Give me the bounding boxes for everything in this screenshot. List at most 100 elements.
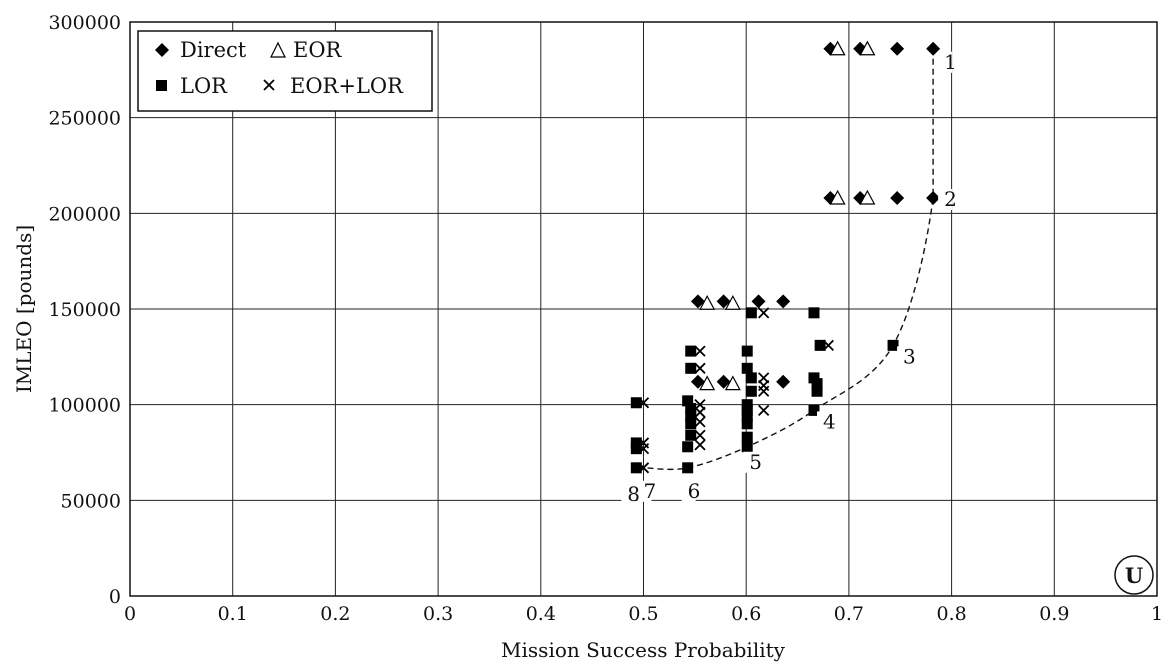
square-point [685,410,697,422]
x-point [822,339,834,351]
square-point [745,385,757,397]
x-tick-label: 0 [124,603,136,625]
pareto-label-bg [816,411,831,433]
triangle-point [829,189,846,205]
y-tick-label: 50000 [61,490,121,512]
pareto-label-7: 7 [644,479,657,503]
x-tick-label: 1 [1151,603,1163,625]
x-point [694,429,706,441]
x-axis-title: Mission Success Probability [501,638,786,662]
pareto-label-bg [743,451,758,473]
pareto-label-bg [621,483,636,505]
diamond-point [776,374,791,389]
pareto-label-bg [637,480,652,502]
y-tick-label: 150000 [48,299,121,321]
square-point [630,462,642,474]
legend-item-lor: LOR [156,74,228,98]
square-point [685,429,697,441]
pareto-label-bg [938,189,953,211]
triangle-point [724,294,741,310]
legend-label-lor: LOR [180,74,228,98]
x-marker-icon [263,79,275,91]
x-point [758,385,770,397]
square-point [682,462,694,474]
triangle-marker-icon [270,41,286,58]
legend-label-eor: EOR [293,38,343,62]
triangle-point [829,40,846,56]
square-point [741,362,753,374]
pareto-label-3: 3 [903,344,916,368]
square-point [808,404,820,416]
legend-box [137,30,433,112]
diamond-point [690,294,705,309]
x-tick-label: 0.6 [731,603,761,625]
y-tick-label: 0 [109,586,121,608]
pareto-label-bg [681,480,696,502]
diamond-point [890,191,905,206]
series-eor [699,40,876,391]
square-point [741,404,753,416]
pareto-label-8: 8 [627,482,640,506]
diamond-marker-icon [155,43,169,57]
x-tick-label: 0.3 [423,603,453,625]
x-tick-label: 0.4 [526,603,556,625]
triangle-point [724,375,741,391]
x-tick-label: 0.7 [834,603,864,625]
pareto-label-6: 6 [688,479,701,503]
badge-circle [1114,555,1154,595]
square-point [685,362,697,374]
diamond-point [716,294,731,309]
y-axis-ticks: 0 50000 100000 150000 200000 250000 300000 [48,12,121,608]
triangle-point [859,189,876,205]
legend: Direct EOR LOR EOR+LOR [137,30,433,112]
square-point [685,345,697,357]
square-point [682,441,694,453]
triangle-point [699,294,716,310]
square-point [745,372,757,384]
y-tick-label: 200000 [48,203,121,225]
y-tick-label: 250000 [48,108,121,130]
series-eor-lor [637,307,834,474]
square-point [741,431,753,443]
x-tick-label: 0.5 [628,603,658,625]
pareto-front [636,48,934,471]
x-tick-label: 0.1 [218,603,248,625]
x-point [637,397,650,409]
pareto-label-2: 2 [944,187,957,211]
x-point [694,345,706,357]
x-point [758,307,770,319]
pareto-label-bg [897,346,912,368]
legend-item-eor: EOR [270,38,343,62]
square-point [685,418,697,430]
diamond-point [776,294,791,309]
pareto-label-1: 1 [944,50,957,74]
x-point [694,406,706,418]
square-point [741,399,753,411]
diamond-point [926,191,941,206]
square-point [741,410,753,422]
diamond-point [926,41,941,56]
pareto-label-5: 5 [749,450,762,474]
triangle-point [859,40,876,56]
square-point [741,345,753,357]
square-point [630,437,642,449]
x-point [694,439,706,451]
x-point [637,443,650,455]
diamond-point [716,374,731,389]
square-point [682,395,694,407]
square-point [741,418,753,430]
legend-item-direct: Direct [155,38,247,62]
square-marker-icon [156,80,167,91]
pareto-label-bg [938,51,953,73]
y-tick-label: 100000 [48,395,121,417]
square-point [630,397,642,409]
legend-label-direct: Direct [180,38,247,62]
pareto-label-4: 4 [823,409,836,433]
y-tick-label: 300000 [48,12,121,34]
pareto-line [636,48,934,471]
x-axis-ticks: 0 0.1 0.2 0.3 0.4 0.5 0.6 0.7 0.8 0.9 1 [124,603,1163,625]
data-points [630,40,941,474]
corner-badge: U [1114,555,1154,595]
badge-letter: U [1125,563,1143,588]
